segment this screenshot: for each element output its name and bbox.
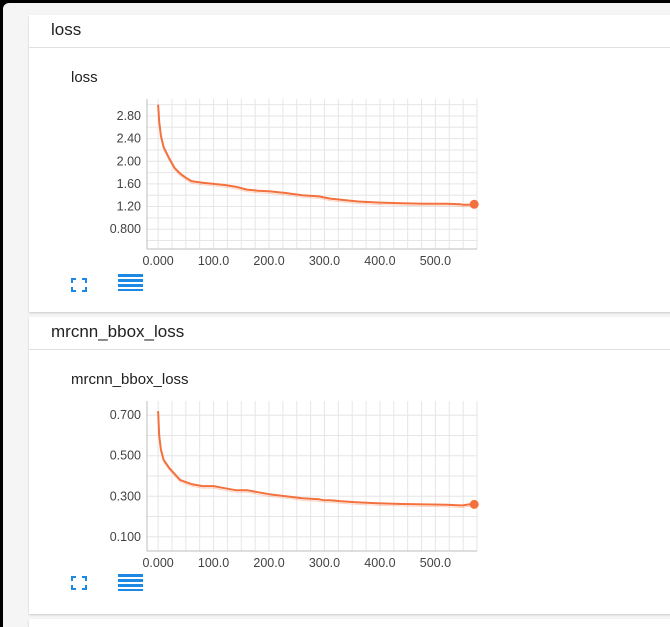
- x-tick-label: 0.000: [142, 254, 173, 268]
- x-tick-label: 200.0: [253, 254, 284, 268]
- x-tick-label: 100.0: [198, 556, 229, 570]
- x-tick-label: 400.0: [364, 254, 395, 268]
- y-tick-label: 1.20: [117, 200, 141, 214]
- loss-section: loss loss 0.800 1.20 1.60 2.00 2.40 2.80 0.000…: [29, 15, 670, 312]
- data-table-icon[interactable]: [117, 272, 145, 292]
- x-tick-label: 500.0: [420, 556, 451, 570]
- series-end-marker: [469, 499, 479, 509]
- expand-icon[interactable]: [69, 574, 89, 592]
- y-tick-label: 0.100: [110, 530, 141, 544]
- loss-chart-card: loss 0.800 1.20 1.60 2.00 2.40 2.80 0.000 100.0…: [29, 48, 670, 312]
- scalars-dashboard: loss loss 0.800 1.20 1.60 2.00 2.40 2.80 0.000…: [3, 3, 670, 627]
- data-table-icon[interactable]: [117, 572, 145, 592]
- y-tick-label: 0.300: [110, 489, 141, 503]
- x-tick-label: 0.000: [142, 556, 173, 570]
- expand-icon[interactable]: [69, 276, 89, 294]
- x-tick-label: 500.0: [420, 254, 451, 268]
- mrcnn-bbox-loss-section: mrcnn_bbox_loss mrcnn_bbox_loss 0.100 0.3…: [29, 317, 670, 614]
- series-line: [157, 411, 475, 507]
- raw-series-line: [157, 413, 475, 508]
- raw-series-line: [157, 106, 475, 208]
- y-tick-label: 2.00: [117, 154, 141, 168]
- x-tick-label: 200.0: [253, 556, 284, 570]
- chart-title: mrcnn_bbox_loss: [71, 371, 189, 388]
- y-tick-label: 2.40: [117, 132, 141, 146]
- section-header-mrcnn-bbox-loss[interactable]: mrcnn_bbox_loss: [29, 317, 670, 350]
- chart-title: loss: [71, 69, 98, 86]
- x-tick-label: 300.0: [309, 254, 340, 268]
- next-section: [29, 619, 670, 627]
- x-tick-label: 400.0: [364, 556, 395, 570]
- mrcnn-bbox-loss-chart[interactable]: 0.100 0.300 0.500 0.700 0.000 100.0 200.0 300.0…: [29, 390, 489, 580]
- x-tick-label: 300.0: [309, 556, 340, 570]
- x-tick-label: 100.0: [198, 254, 229, 268]
- loss-chart[interactable]: 0.800 1.20 1.60 2.00 2.40 2.80 0.000 100.0 200.0…: [29, 88, 489, 278]
- section-header-loss[interactable]: loss: [29, 15, 670, 48]
- y-tick-label: 1.60: [117, 177, 141, 191]
- series-line: [157, 104, 475, 206]
- y-tick-label: 0.500: [110, 449, 141, 463]
- y-tick-label: 0.800: [110, 222, 141, 236]
- y-tick-label: 2.80: [117, 109, 141, 123]
- mrcnn-bbox-loss-chart-card: mrcnn_bbox_loss 0.100 0.300 0.500 0.700 0.00…: [29, 350, 670, 614]
- series-end-marker: [469, 199, 479, 209]
- y-tick-label: 0.700: [110, 408, 141, 422]
